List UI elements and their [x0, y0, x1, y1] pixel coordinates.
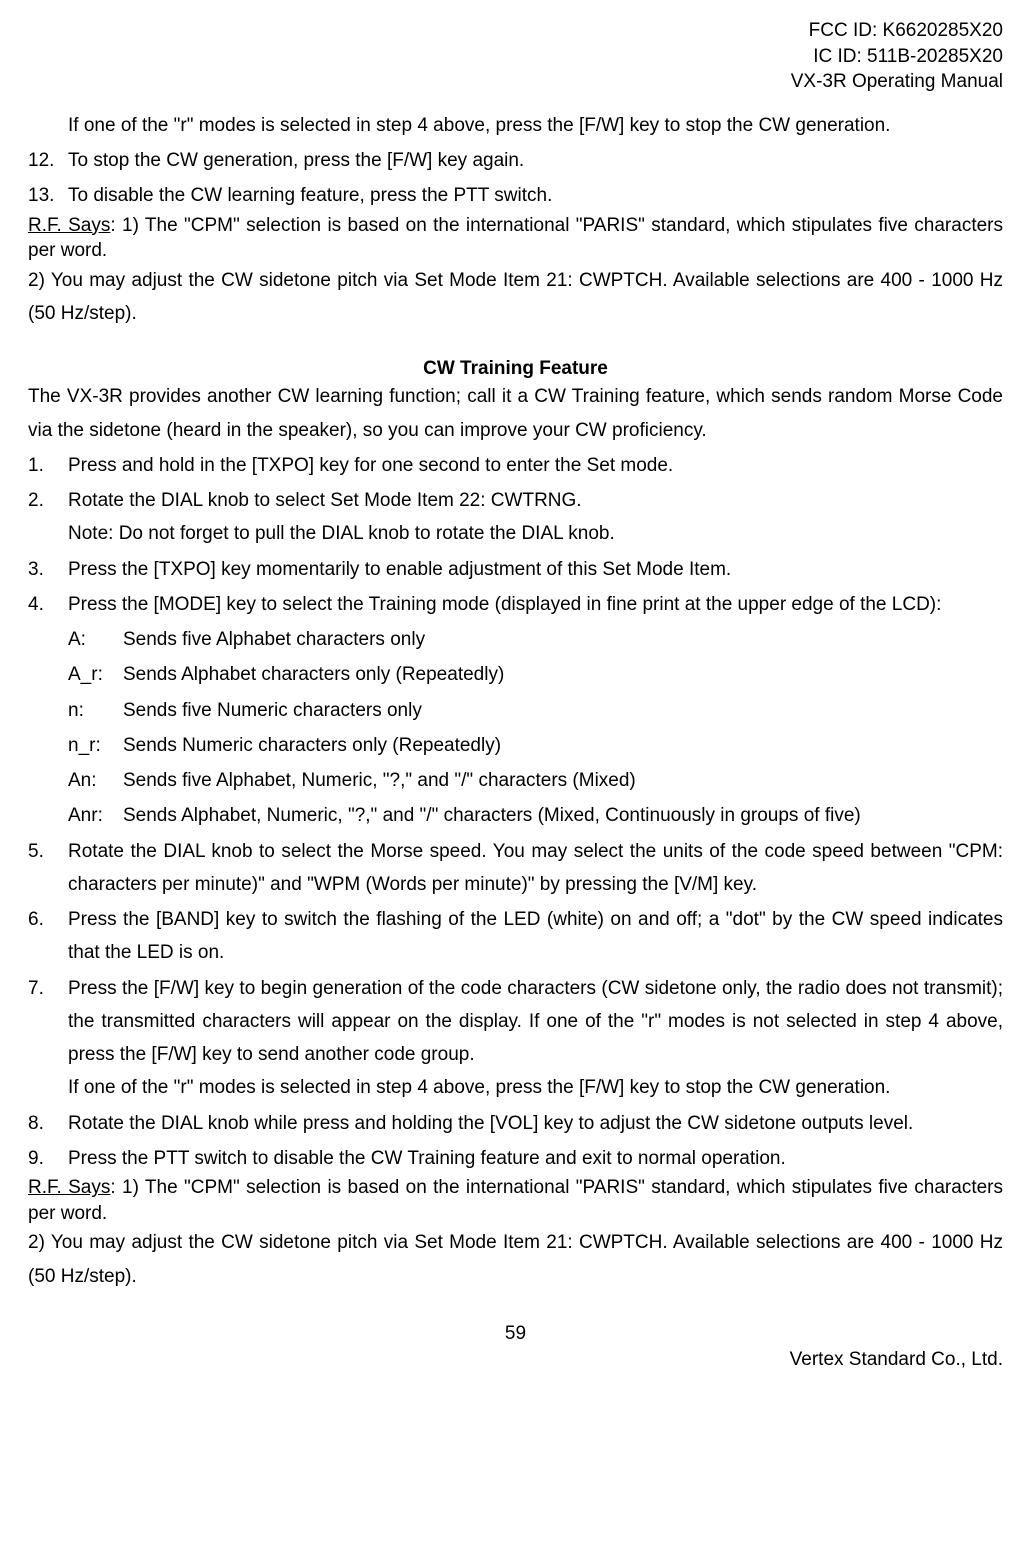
list-sub-text: If one of the "r" modes is selected in s…: [28, 1071, 1003, 1104]
list-text: Rotate the DIAL knob to select the Morse…: [68, 835, 1003, 902]
training-mode-desc: Sends Numeric characters only (Repeatedl…: [123, 729, 1003, 762]
training-mode-key: An:: [68, 764, 123, 797]
list-text: Press the [TXPO] key momentarily to enab…: [68, 553, 1003, 586]
list-item: 13. To disable the CW learning feature, …: [28, 179, 1003, 212]
list-number: 1.: [28, 449, 68, 482]
rf-says-text-1: : 1) The "CPM" selection is based on the…: [28, 215, 1003, 262]
rf-says-label: R.F. Says: [28, 215, 110, 236]
list-note: Note: Do not forget to pull the DIAL kno…: [28, 517, 1003, 550]
section-title: CW Training Feature: [28, 358, 1003, 380]
rf-says-text-2b: 2) You may adjust the CW sidetone pitch …: [28, 1226, 1003, 1293]
list-item: 6. Press the [BAND] key to switch the fl…: [28, 903, 1003, 970]
list-item: 7. Press the [F/W] key to begin generati…: [28, 972, 1003, 1072]
rf-says-text-1b: : 1) The "CPM" selection is based on the…: [28, 1177, 1003, 1224]
list-number: 13.: [28, 179, 68, 212]
list-number: 7.: [28, 972, 68, 1072]
training-mode-key: A:: [68, 623, 123, 656]
training-mode-row: An:Sends five Alphabet, Numeric, "?," an…: [28, 764, 1003, 797]
training-mode-row: A:Sends five Alphabet characters only: [28, 623, 1003, 656]
list-item: 12. To stop the CW generation, press the…: [28, 144, 1003, 177]
list-number: 9.: [28, 1142, 68, 1175]
page-header: FCC ID: K6620285X20 IC ID: 511B-20285X20…: [28, 18, 1003, 95]
training-mode-key: n:: [68, 694, 123, 727]
list-number: 12.: [28, 144, 68, 177]
list-number: 2.: [28, 484, 68, 517]
list-item: 4. Press the [MODE] key to select the Tr…: [28, 588, 1003, 621]
training-mode-desc: Sends five Numeric characters only: [123, 694, 1003, 727]
list-item: 5. Rotate the DIAL knob to select the Mo…: [28, 835, 1003, 902]
training-mode-desc: Sends Alphabet characters only (Repeated…: [123, 658, 1003, 691]
list-text: Rotate the DIAL knob while press and hol…: [68, 1107, 1003, 1140]
page-number: 59: [28, 1323, 1003, 1345]
list-item: 9. Press the PTT switch to disable the C…: [28, 1142, 1003, 1175]
list-item: 8. Rotate the DIAL knob while press and …: [28, 1107, 1003, 1140]
rf-says-block-2: R.F. Says: 1) The "CPM" selection is bas…: [28, 1175, 1003, 1226]
training-modes-list: A:Sends five Alphabet characters onlyA_r…: [28, 623, 1003, 833]
manual-title: VX-3R Operating Manual: [28, 69, 1003, 95]
list-item: 1. Press and hold in the [TXPO] key for …: [28, 449, 1003, 482]
list-number: 4.: [28, 588, 68, 621]
list-text: To stop the CW generation, press the [F/…: [68, 144, 1003, 177]
training-mode-desc: Sends five Alphabet, Numeric, "?," and "…: [123, 764, 1003, 797]
list-text: Press the [MODE] key to select the Train…: [68, 588, 1003, 621]
training-mode-row: Anr:Sends Alphabet, Numeric, "?," and "/…: [28, 799, 1003, 832]
list-number: 3.: [28, 553, 68, 586]
training-mode-desc: Sends five Alphabet characters only: [123, 623, 1003, 656]
list-text: Press and hold in the [TXPO] key for one…: [68, 449, 1003, 482]
training-mode-desc: Sends Alphabet, Numeric, "?," and "/" ch…: [123, 799, 1003, 832]
training-mode-key: Anr:: [68, 799, 123, 832]
rf-says-label-2: R.F. Says: [28, 1177, 110, 1198]
footer-company: Vertex Standard Co., Ltd.: [28, 1349, 1003, 1371]
section-intro: The VX-3R provides another CW learning f…: [28, 380, 1003, 447]
list-item: 3. Press the [TXPO] key momentarily to e…: [28, 553, 1003, 586]
continuation-line: If one of the "r" modes is selected in s…: [28, 109, 1003, 142]
rf-says-block: R.F. Says: 1) The "CPM" selection is bas…: [28, 213, 1003, 264]
list-text: Press the [BAND] key to switch the flash…: [68, 903, 1003, 970]
document-page: FCC ID: K6620285X20 IC ID: 511B-20285X20…: [0, 0, 1031, 1555]
list-text: To disable the CW learning feature, pres…: [68, 179, 1003, 212]
list-number: 5.: [28, 835, 68, 902]
training-mode-row: A_r:Sends Alphabet characters only (Repe…: [28, 658, 1003, 691]
list-text: Press the [F/W] key to begin generation …: [68, 972, 1003, 1072]
training-mode-row: n:Sends five Numeric characters only: [28, 694, 1003, 727]
training-mode-key: A_r:: [68, 658, 123, 691]
list-text: Press the PTT switch to disable the CW T…: [68, 1142, 1003, 1175]
training-mode-row: n_r:Sends Numeric characters only (Repea…: [28, 729, 1003, 762]
list-text: Rotate the DIAL knob to select Set Mode …: [68, 484, 1003, 517]
list-number: 6.: [28, 903, 68, 970]
training-mode-key: n_r:: [68, 729, 123, 762]
ic-id: IC ID: 511B-20285X20: [28, 44, 1003, 70]
rf-says-text-2: 2) You may adjust the CW sidetone pitch …: [28, 264, 1003, 331]
list-number: 8.: [28, 1107, 68, 1140]
fcc-id: FCC ID: K6620285X20: [28, 18, 1003, 44]
list-item: 2. Rotate the DIAL knob to select Set Mo…: [28, 484, 1003, 517]
